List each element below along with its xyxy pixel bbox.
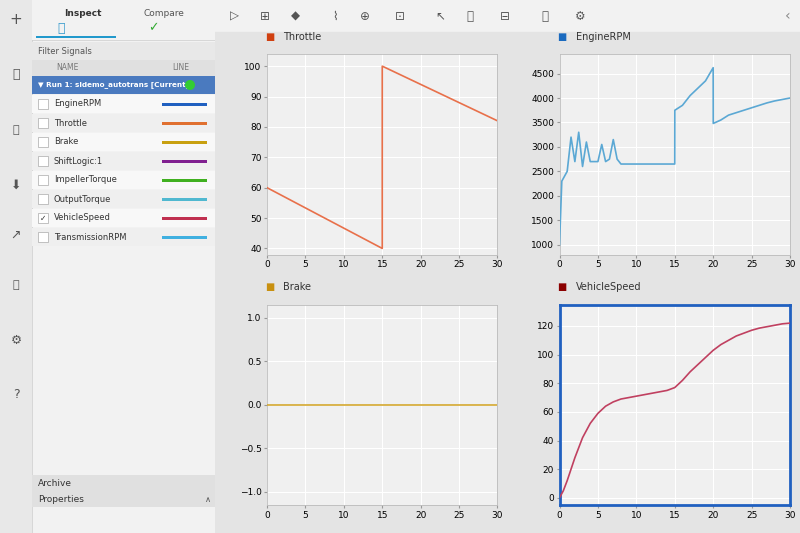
Bar	[162, 236, 207, 239]
Text: ◆: ◆	[290, 10, 299, 22]
Text: 📄: 📄	[13, 280, 19, 290]
Text: ↗: ↗	[10, 229, 22, 241]
Bar	[32, 42, 215, 60]
Text: TransmissionRPM: TransmissionRPM	[54, 232, 126, 241]
Text: VehicleSpeed: VehicleSpeed	[576, 282, 641, 293]
FancyBboxPatch shape	[38, 175, 48, 185]
Bar	[0, 0, 32, 533]
Text: Brake: Brake	[283, 282, 311, 293]
FancyBboxPatch shape	[38, 156, 48, 166]
Text: Brake: Brake	[54, 138, 78, 147]
Bar	[32, 114, 215, 132]
Bar	[32, 95, 215, 113]
Text: ⊟: ⊟	[500, 10, 510, 22]
Text: Filter Signals: Filter Signals	[38, 46, 92, 55]
Text: ⬇: ⬇	[10, 179, 22, 191]
Text: ImpellerTorque: ImpellerTorque	[54, 175, 117, 184]
Bar	[32, 491, 215, 507]
Bar	[32, 133, 215, 151]
Text: ⌇: ⌇	[332, 10, 338, 22]
Bar	[162, 122, 207, 125]
Text: NAME: NAME	[56, 63, 78, 72]
Bar	[32, 152, 215, 170]
FancyBboxPatch shape	[38, 194, 48, 204]
Text: ⚙: ⚙	[10, 334, 22, 346]
Bar	[32, 190, 215, 208]
Text: ■: ■	[557, 282, 566, 293]
Bar	[32, 76, 215, 94]
Text: ∧: ∧	[205, 495, 211, 504]
Bar	[32, 475, 215, 491]
Bar	[162, 102, 207, 106]
Text: +: +	[10, 12, 22, 28]
Text: EngineRPM: EngineRPM	[576, 32, 630, 42]
Text: ■: ■	[557, 32, 566, 42]
Text: VehicleSpeed: VehicleSpeed	[54, 214, 111, 222]
Bar	[32, 209, 215, 227]
Bar	[32, 60, 215, 76]
Text: ▼ Run 1: sldemo_autotrans [Current]: ▼ Run 1: sldemo_autotrans [Current]	[38, 82, 189, 88]
Text: ✓: ✓	[149, 21, 159, 35]
Text: Archive: Archive	[38, 479, 72, 488]
Text: LINE: LINE	[172, 63, 189, 72]
FancyBboxPatch shape	[38, 99, 48, 109]
Bar	[162, 216, 207, 220]
Text: Throttle: Throttle	[283, 32, 322, 42]
FancyBboxPatch shape	[38, 137, 48, 147]
Bar	[32, 171, 215, 189]
FancyBboxPatch shape	[38, 232, 48, 242]
Text: ▷: ▷	[230, 10, 239, 22]
Circle shape	[185, 80, 195, 90]
Bar	[32, 0, 215, 40]
Text: 🗀: 🗀	[12, 69, 20, 82]
Bar	[36, 36, 116, 38]
Text: Inspect: Inspect	[65, 10, 102, 19]
Bar	[162, 141, 207, 144]
Text: ⊞: ⊞	[260, 10, 270, 22]
Text: ⚙: ⚙	[574, 10, 586, 22]
Text: ⊡: ⊡	[395, 10, 405, 22]
Text: EngineRPM: EngineRPM	[54, 100, 102, 109]
Bar	[162, 159, 207, 163]
Text: ⤢: ⤢	[466, 10, 474, 22]
Text: ■: ■	[265, 282, 274, 293]
Text: ✓: ✓	[40, 214, 46, 222]
Text: ⌕: ⌕	[58, 21, 65, 35]
Text: 📷: 📷	[542, 10, 549, 22]
Text: OutputTorque: OutputTorque	[54, 195, 111, 204]
Text: Throttle: Throttle	[54, 118, 87, 127]
Text: ?: ?	[13, 389, 19, 401]
Bar	[32, 228, 215, 246]
FancyBboxPatch shape	[38, 213, 48, 223]
Bar	[162, 179, 207, 182]
Text: Compare: Compare	[143, 10, 184, 19]
FancyBboxPatch shape	[38, 118, 48, 128]
Text: ⊕: ⊕	[360, 10, 370, 22]
Text: ShiftLogic:1: ShiftLogic:1	[54, 157, 103, 166]
Text: Properties: Properties	[38, 495, 84, 504]
Text: ■: ■	[265, 32, 274, 42]
Text: ↖: ↖	[435, 10, 445, 22]
Text: ‹: ‹	[785, 9, 791, 23]
Bar	[162, 198, 207, 201]
Text: 💾: 💾	[13, 125, 19, 135]
